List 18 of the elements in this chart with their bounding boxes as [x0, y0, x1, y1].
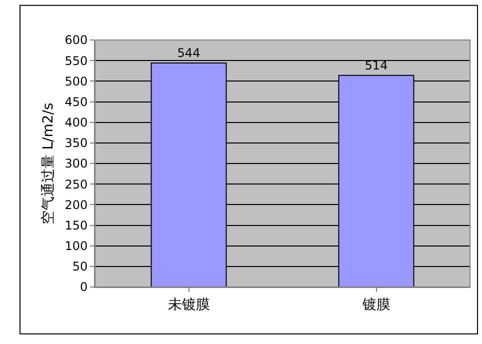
y-tick-label: 300: [64, 156, 88, 171]
y-tick-label: 200: [64, 198, 88, 212]
y-tick-label: 350: [64, 136, 88, 150]
y-tick-label: 50: [72, 260, 88, 274]
data-label: 514: [364, 58, 388, 72]
y-tick-label: 400: [64, 116, 88, 130]
y-tick-label: 450: [64, 94, 88, 109]
y-axis-title: 空气通过量 L/m2/s: [40, 102, 56, 224]
x-tick-label: 未镀膜: [168, 296, 210, 313]
y-tick-label: 550: [64, 54, 88, 68]
y-tick-label: 600: [64, 33, 88, 48]
y-tick-label: 0: [80, 280, 88, 294]
data-label: 544: [177, 46, 200, 60]
y-tick-label: 100: [64, 239, 88, 254]
y-tick-label: 500: [64, 74, 88, 88]
y-tick-label: 150: [64, 218, 88, 232]
x-tick-label: 镀膜: [361, 296, 390, 313]
y-tick-label: 250: [64, 177, 88, 192]
